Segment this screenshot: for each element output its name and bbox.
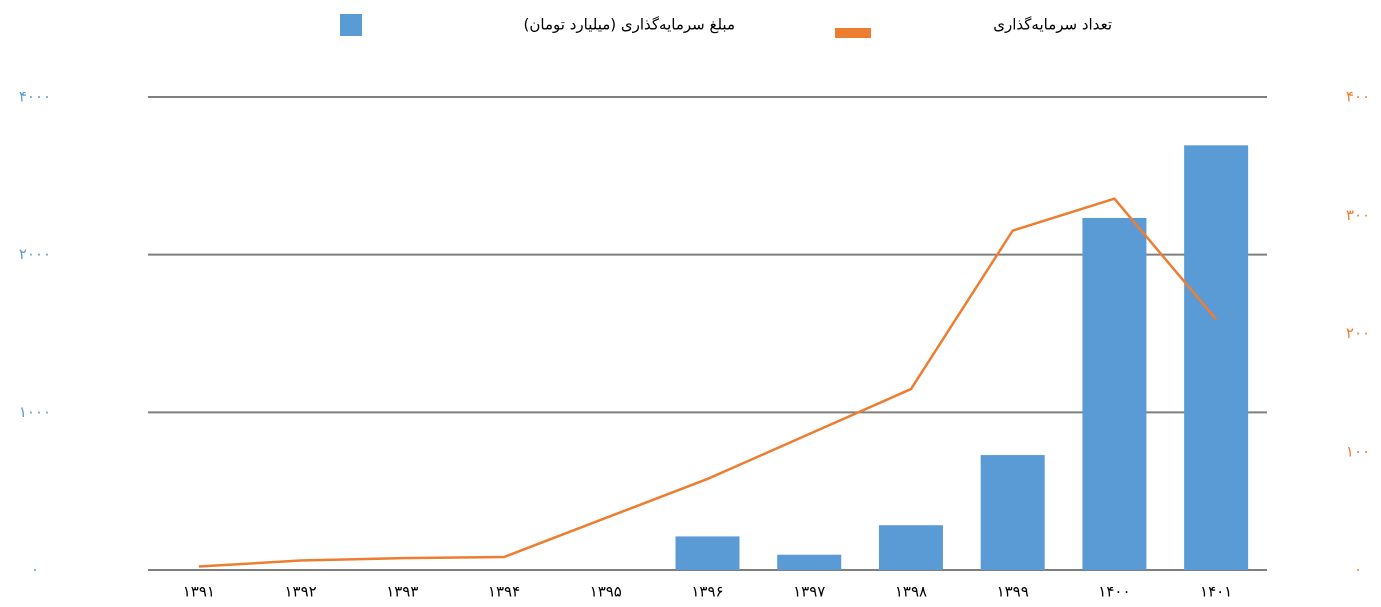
line [198,197,1218,568]
y-tick-label: ۲۰۰۰ [19,245,51,263]
x-tick-label: ۱۳۹۱ [183,583,215,601]
y2-tick-label: ۳۰۰ [1346,206,1370,224]
legend-label: تعداد سرمایه‌گذاری [993,16,1112,34]
x-tick-label: ۱۴۰۱ [1200,583,1232,601]
x-tick-label: ۱۳۹۴ [488,583,520,601]
bar [1082,217,1147,570]
legend-swatch [340,14,362,36]
x-tick-label: ۱۴۰۰ [1098,583,1130,601]
x-tick-label: ۱۳۹۹ [997,583,1029,601]
legend-swatch [835,28,871,38]
y2-tick-label: ۲۰۰ [1346,324,1370,342]
legend-label: مبلغ سرمایه‌گذاری (میلیارد تومان) [524,16,735,34]
x-tick-label: ۱۳۹۶ [691,583,723,601]
bar [1184,145,1249,570]
y-tick-label: ۱۰۰۰ [19,403,51,421]
x-tick-label: ۱۳۹۵ [590,583,622,601]
x-tick-label: ۱۳۹۳ [386,583,418,601]
y2-tick-label: ۱۰۰ [1346,442,1370,460]
x-tick-label: ۱۳۹۲ [284,583,316,601]
y2-tick-label: ۴۰۰ [1346,88,1370,106]
bar [675,536,740,570]
bar [878,525,943,570]
x-tick-label: ۱۳۹۷ [793,583,825,601]
x-tick-label: ۱۳۹۸ [895,583,927,601]
y-tick-label: ۴۰۰۰ [19,88,51,106]
y2-tick-label: ۰ [1354,561,1362,579]
bar [777,554,842,570]
bar [980,455,1045,570]
y-tick-label: ۰ [31,561,39,579]
